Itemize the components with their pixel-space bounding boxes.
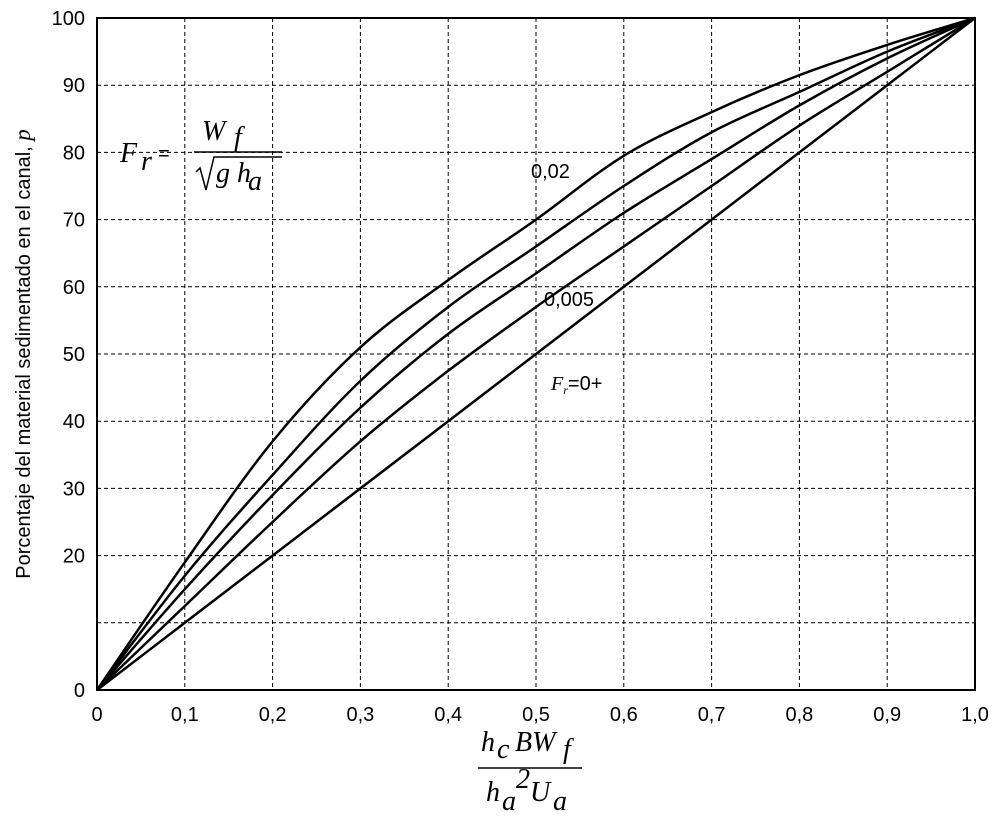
- y-axis-label-var: p: [10, 129, 35, 143]
- curve-label: 0,02: [531, 161, 570, 183]
- x-tick-label: 0,2: [259, 704, 287, 726]
- x-tick-label: 0,3: [346, 704, 374, 726]
- x-tick-label: 0,9: [873, 704, 901, 726]
- x-axis-label: h: [486, 777, 500, 808]
- curve-label: Fr=0+: [550, 373, 602, 397]
- x-axis-label: h: [481, 727, 495, 758]
- formula-text: F: [119, 138, 138, 169]
- x-axis-label: U: [530, 777, 552, 808]
- x-tick-label: 0,4: [434, 704, 462, 726]
- x-tick-label: 0,1: [171, 704, 199, 726]
- curve-label: 0,005: [544, 289, 594, 311]
- chart: 0 20 30 40 50 60 70 80 90 100 0 0,1 0,2 0,3 0,4 0,5 0,6 0…: [0, 0, 997, 829]
- y-tick-label: 50: [63, 344, 85, 366]
- formula-text: W: [202, 116, 228, 147]
- formula-text: f: [234, 122, 245, 153]
- y-tick-label: 80: [63, 142, 85, 164]
- x-axis-label: a: [553, 786, 567, 817]
- y-tick-label: 40: [63, 411, 85, 433]
- x-axis-label: BW: [515, 727, 558, 758]
- x-tick-label: 0,7: [698, 704, 726, 726]
- y-axis-label: Porcentaje del material sedimentado en e…: [10, 129, 35, 579]
- x-tick-label: 1,0: [961, 704, 989, 726]
- y-tick-label: 70: [63, 210, 85, 232]
- x-axis-label: a: [502, 786, 516, 817]
- y-tick-label: 90: [63, 75, 85, 97]
- x-axis-label: f: [563, 734, 574, 765]
- formula-text: =: [158, 143, 170, 165]
- y-tick-label: 30: [63, 478, 85, 500]
- y-tick-label: 100: [52, 8, 85, 30]
- y-tick-label: 0: [74, 680, 85, 702]
- x-tick-label: 0: [91, 704, 102, 726]
- x-tick-label: 0,5: [522, 704, 550, 726]
- x-tick-label: 0,8: [785, 704, 813, 726]
- x-tick-label: 0,6: [610, 704, 638, 726]
- y-axis-label-text: Porcentaje del material sedimentado en e…: [13, 141, 35, 579]
- formula-text: g h: [216, 158, 251, 189]
- y-tick-label: 20: [63, 546, 85, 568]
- y-tick-label: 60: [63, 277, 85, 299]
- x-axis-label: c: [497, 734, 510, 765]
- formula-text: a: [248, 166, 262, 197]
- x-axis-label: 2: [516, 764, 530, 795]
- formula-text: r: [141, 146, 152, 177]
